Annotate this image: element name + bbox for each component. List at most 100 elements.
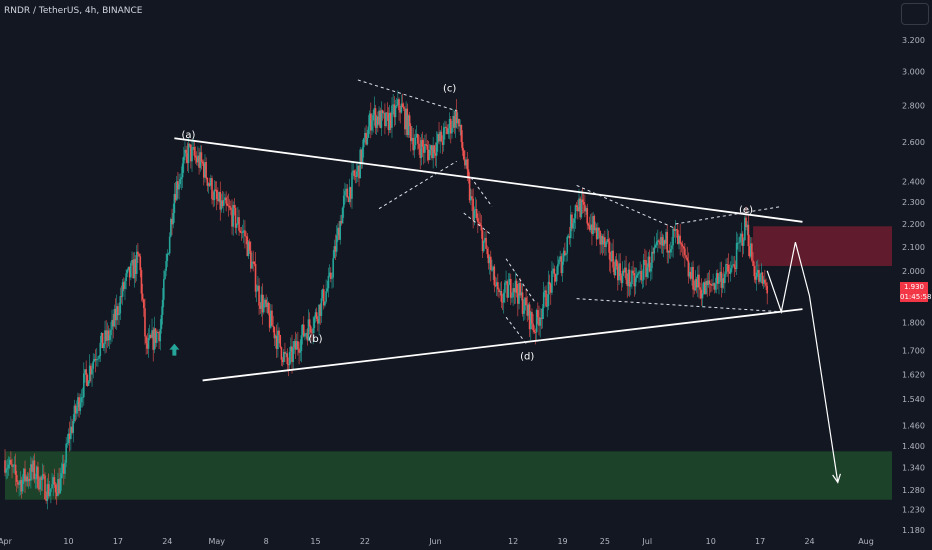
candle-body	[555, 274, 558, 282]
candle-body	[507, 284, 510, 298]
candle-body	[135, 251, 138, 274]
candle-body	[439, 131, 442, 142]
x-tick-label: 22	[360, 537, 370, 546]
candle-body	[609, 259, 612, 262]
candle-body	[248, 241, 251, 251]
candle-body	[344, 190, 346, 196]
candle-body	[528, 304, 531, 330]
candle-body	[231, 209, 233, 227]
candle-body	[59, 478, 62, 494]
candle-body	[291, 346, 293, 362]
candle-body	[718, 276, 720, 284]
candle-body	[44, 475, 46, 500]
candle-body	[488, 256, 491, 264]
candle-body	[408, 115, 411, 127]
wave-label: (b)	[308, 334, 322, 345]
candle-body	[748, 246, 751, 257]
candle-body	[208, 183, 211, 186]
candle-body	[80, 397, 83, 403]
candle-body	[270, 310, 272, 328]
candle-body	[379, 110, 382, 128]
candle-body	[200, 152, 203, 162]
candle-body	[535, 310, 538, 333]
candle-body	[720, 271, 723, 288]
candle-body	[445, 126, 447, 129]
candle-body	[332, 258, 334, 278]
candle-body	[594, 227, 597, 231]
candle-body	[259, 305, 262, 309]
candle-body	[714, 283, 717, 290]
candle-body	[452, 115, 454, 129]
candle-body	[99, 342, 102, 356]
candle-body	[321, 289, 324, 299]
candle-body	[758, 269, 760, 282]
candle-body	[264, 299, 266, 304]
candle-body	[509, 278, 512, 298]
candle-body	[654, 245, 657, 248]
candle-body	[139, 256, 142, 271]
candle-body	[438, 134, 440, 142]
candle-body	[118, 313, 120, 316]
chart-title: RNDR / TetherUS, 4h, BINANCE	[4, 6, 143, 16]
candle-body	[313, 317, 316, 329]
candle-body	[599, 230, 601, 245]
candle-body	[533, 330, 536, 332]
candle-body	[127, 266, 130, 270]
candle-body	[370, 113, 372, 131]
candle-body	[367, 126, 370, 138]
candle-body	[675, 229, 678, 231]
y-tick-label: 2.600	[902, 138, 925, 147]
candle-body	[735, 242, 738, 270]
candle-body	[335, 235, 338, 252]
candle-body	[324, 301, 326, 306]
candle-body	[435, 142, 438, 156]
candle-body	[286, 353, 289, 365]
bar-countdown: 01:45:58	[900, 293, 932, 301]
candle-body	[460, 124, 463, 143]
candle-body	[614, 259, 617, 276]
candle-body	[158, 332, 160, 342]
x-tick-label: 17	[113, 537, 123, 546]
candle-body	[712, 283, 714, 286]
candle-body	[154, 328, 157, 343]
candle-body	[368, 113, 371, 127]
candle-body	[685, 255, 687, 258]
candle-body	[386, 112, 389, 114]
candle-body	[448, 118, 451, 129]
candle-body	[311, 332, 313, 334]
candle-body	[213, 189, 216, 201]
candle-body	[267, 302, 270, 314]
x-tick-label: Aug	[858, 537, 874, 546]
candle-body	[364, 132, 366, 139]
candle-body	[285, 353, 287, 355]
candle-body	[217, 199, 219, 202]
candle-body	[760, 272, 763, 275]
candle-body	[180, 177, 183, 180]
candle-body	[454, 110, 457, 128]
candle-body	[502, 292, 505, 303]
candle-body	[181, 163, 184, 178]
candle-body	[513, 288, 516, 293]
candle-body	[687, 260, 690, 277]
candle-body	[7, 464, 10, 469]
y-tick-label: 1.540	[902, 395, 925, 404]
candle-body	[573, 218, 576, 224]
candle-body	[392, 104, 394, 106]
chart-settings-icon[interactable]	[901, 3, 929, 25]
candle-body	[666, 231, 669, 253]
candle-body	[532, 323, 534, 331]
candle-body	[524, 297, 526, 311]
candle-body	[642, 260, 645, 280]
candle-body	[415, 134, 418, 138]
candle-body	[78, 397, 80, 411]
candle-body	[288, 351, 291, 366]
candle-body	[698, 274, 700, 288]
candle-body	[304, 333, 306, 337]
candle-body	[186, 152, 189, 164]
candle-body	[580, 199, 583, 218]
candle-body	[265, 299, 267, 307]
candle-body	[705, 280, 707, 295]
candle-body	[736, 242, 739, 244]
candle-body	[380, 110, 383, 128]
